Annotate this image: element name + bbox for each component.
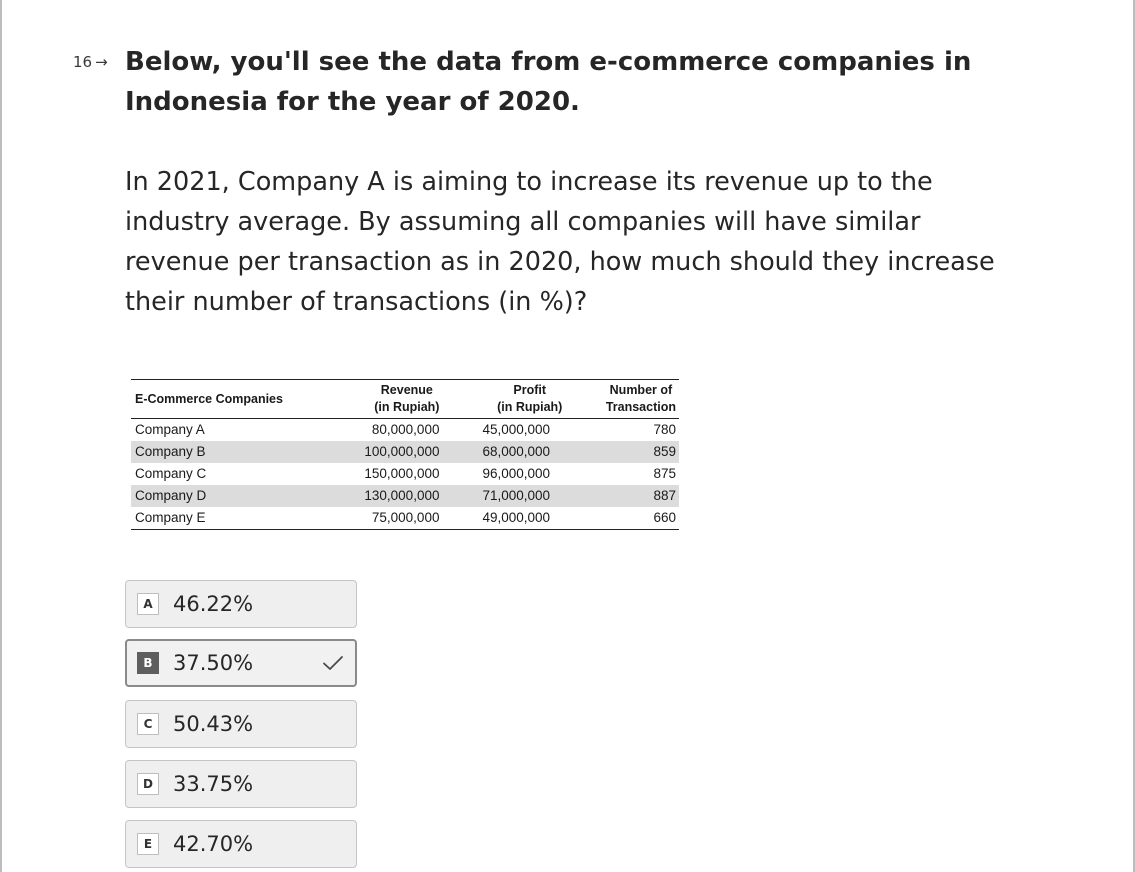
table-header-row: E-Commerce Companies Revenue (in Rupiah)… [131, 379, 679, 419]
question-number: 16 → [73, 52, 108, 72]
header-company: E-Commerce Companies [131, 379, 323, 419]
companies-data-table: E-Commerce Companies Revenue (in Rupiah)… [131, 379, 679, 530]
option-e[interactable]: E 42.70% [125, 820, 357, 868]
option-key: A [137, 593, 159, 615]
cell-company: Company B [131, 441, 323, 463]
cell-profit: 96,000,000 [482, 466, 551, 481]
option-c[interactable]: C 50.43% [125, 700, 357, 748]
cell-transactions: 887 [565, 485, 679, 507]
arrow-right-icon: → [95, 53, 108, 71]
header-transactions-line2: Transaction [605, 400, 676, 414]
cell-revenue: 75,000,000 [371, 510, 440, 525]
option-label: 46.22% [173, 592, 254, 616]
cell-profit: 71,000,000 [442, 485, 566, 507]
cell-revenue: 100,000,000 [322, 441, 443, 463]
table-row: Company C 150,000,000 96,000,000 875 [131, 463, 679, 485]
table-row: Company E 75,000,000 49,000,000 660 [131, 507, 679, 530]
table-row: Company B 100,000,000 68,000,000 859 [131, 441, 679, 463]
cell-transactions: 859 [565, 441, 679, 463]
option-d[interactable]: D 33.75% [125, 760, 357, 808]
table-row: Company D 130,000,000 71,000,000 887 [131, 485, 679, 507]
option-b[interactable]: B 37.50% [125, 639, 357, 687]
checkmark-icon [323, 656, 343, 670]
table-row: Company A 80,000,000 45,000,000 780 [131, 419, 679, 442]
option-key: D [137, 773, 159, 795]
cell-profit: 45,000,000 [482, 422, 551, 437]
cell-company: Company D [131, 485, 323, 507]
cell-revenue: 80,000,000 [371, 422, 440, 437]
option-key: B [137, 652, 159, 674]
question-number-text: 16 [73, 53, 93, 71]
question-body: In 2021, Company A is aiming to increase… [125, 167, 995, 317]
header-transactions: Number of Transaction [565, 379, 679, 419]
header-profit-line2: (in Rupiah) [497, 400, 563, 414]
option-key: C [137, 713, 159, 735]
option-label: 33.75% [173, 772, 254, 796]
cell-transactions: 875 [653, 466, 676, 481]
left-frame-border [0, 0, 2, 872]
option-key: E [137, 833, 159, 855]
cell-revenue: 130,000,000 [322, 485, 443, 507]
header-revenue-line2: (in Rupiah) [374, 400, 440, 414]
option-label: 50.43% [173, 712, 254, 736]
option-label: 42.70% [173, 832, 254, 856]
header-revenue-line1: Revenue [380, 383, 433, 397]
header-transactions-line1: Number of [609, 383, 673, 397]
cell-revenue: 150,000,000 [364, 466, 440, 481]
option-a[interactable]: A 46.22% [125, 580, 357, 628]
header-profit-line1: Profit [513, 383, 547, 397]
cell-profit: 68,000,000 [442, 441, 566, 463]
cell-company: Company C [135, 466, 207, 481]
option-label: 37.50% [173, 651, 254, 675]
cell-transactions: 780 [653, 422, 676, 437]
cell-company: Company E [135, 510, 206, 525]
header-profit: Profit (in Rupiah) [442, 379, 566, 419]
cell-transactions: 660 [653, 510, 676, 525]
cell-profit: 49,000,000 [482, 510, 551, 525]
cell-company: Company A [135, 422, 205, 437]
header-revenue: Revenue (in Rupiah) [322, 379, 443, 419]
right-frame-border [1133, 0, 1135, 872]
question-title: Below, you'll see the data from e-commer… [125, 47, 972, 117]
